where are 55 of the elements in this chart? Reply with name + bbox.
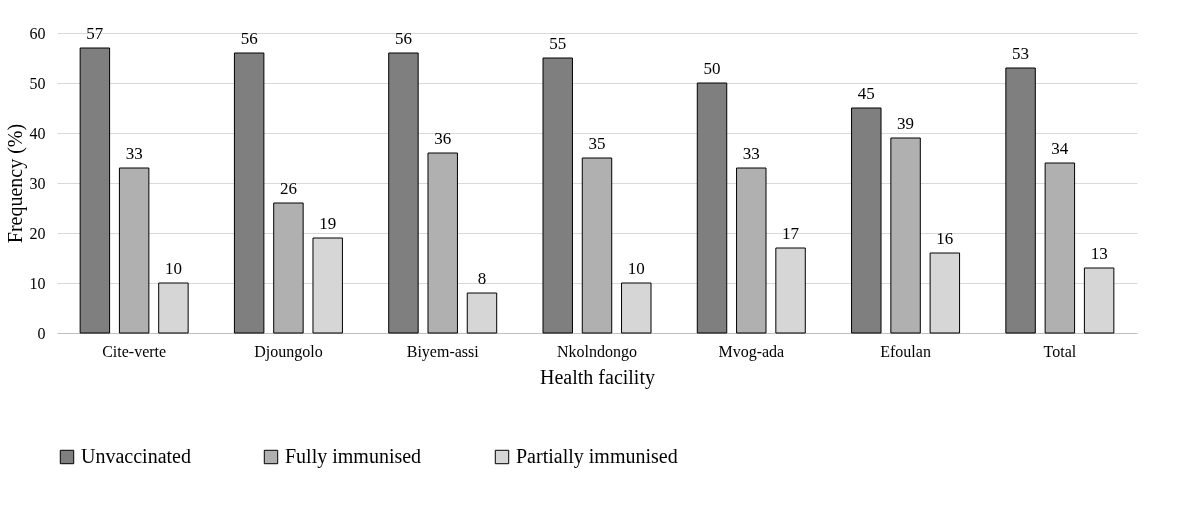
y-tick-label: 60 <box>29 24 46 42</box>
data-label: 45 <box>857 84 875 103</box>
x-axis-title: Health facility <box>540 365 655 389</box>
data-label: 10 <box>627 259 645 278</box>
data-label: 56 <box>394 29 412 48</box>
data-label: 39 <box>897 114 915 133</box>
bar <box>118 167 150 334</box>
y-tick-label: 40 <box>29 124 46 142</box>
x-tick-label: Nkolndongo <box>557 342 637 361</box>
y-tick-label: 20 <box>29 224 46 242</box>
data-label: 26 <box>279 179 297 198</box>
bar <box>427 152 458 334</box>
x-tick-label: Djoungolo <box>254 342 323 361</box>
y-axis-title: Frequency (%) <box>3 123 27 244</box>
bar <box>1044 162 1076 334</box>
bar <box>466 292 498 334</box>
x-tick-label: Total <box>1043 342 1077 360</box>
y-tick-label: 10 <box>29 274 46 292</box>
y-tick-label: 30 <box>29 174 46 192</box>
legend-label: Fully immunised <box>285 445 422 468</box>
data-label: 33 <box>125 144 143 163</box>
data-label: 56 <box>240 29 258 48</box>
x-tick-label: Cite-verte <box>102 342 167 360</box>
bar <box>542 57 573 334</box>
data-label: 10 <box>164 259 182 278</box>
data-label: 33 <box>742 144 760 163</box>
y-tick-label: 0 <box>37 324 46 342</box>
x-tick-label: Biyem-assi <box>406 342 480 361</box>
bar <box>736 167 767 334</box>
bar <box>273 202 304 334</box>
legend-label: Partially immunised <box>516 445 678 468</box>
bar <box>851 107 882 334</box>
data-label: 19 <box>319 214 337 233</box>
data-label: 8 <box>477 269 487 288</box>
bar <box>233 52 265 334</box>
data-label: 36 <box>434 129 452 148</box>
data-label: 53 <box>1012 44 1030 63</box>
x-tick-label: Efoulan <box>880 342 931 360</box>
bar <box>79 47 111 334</box>
data-label: 35 <box>588 134 606 153</box>
data-label: 50 <box>703 59 721 78</box>
bar <box>890 137 921 334</box>
data-label: 16 <box>936 229 954 248</box>
data-label: 55 <box>549 34 567 53</box>
data-label: 17 <box>782 224 800 243</box>
bar <box>581 157 613 334</box>
bar <box>388 52 419 334</box>
data-label: 57 <box>86 24 104 43</box>
data-label: 34 <box>1051 139 1069 158</box>
x-tick-label: Mvog-ada <box>718 342 785 361</box>
bar <box>696 82 728 334</box>
legend-label: Unvaccinated <box>81 445 191 467</box>
bar <box>1005 67 1036 334</box>
data-label: 13 <box>1090 244 1108 263</box>
y-tick-label: 50 <box>29 74 46 92</box>
